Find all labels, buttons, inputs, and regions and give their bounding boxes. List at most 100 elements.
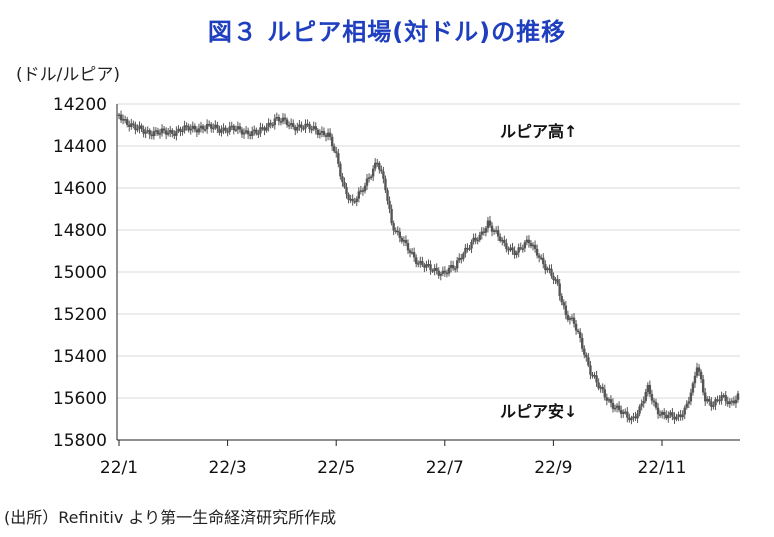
y-tick-label: 14200 [53,95,107,115]
candle-body [585,354,588,358]
candle-body [519,247,522,249]
candle-body [718,399,721,402]
candle-body [679,414,682,418]
candle-body [304,123,307,129]
candle-body [386,190,389,201]
candle-body [630,417,633,421]
candle-body [675,416,678,420]
candle-body [714,399,717,406]
candle-body [419,261,422,264]
candle-body [656,407,660,415]
candle-body [531,244,535,247]
candle-body [687,401,691,404]
candle-body [451,265,455,269]
y-tick-label: 15400 [53,347,107,367]
candle-body [269,122,272,125]
chart-title: 図３ ルピア相場(対ドル)の推移 [207,18,567,46]
candle-body [691,383,695,393]
candle-body [142,128,145,134]
candle-body [706,399,709,402]
candle-body [650,394,654,401]
candle-body [125,119,129,125]
candle-body [490,225,494,232]
candle-body [371,168,375,177]
candle-body [152,131,156,137]
candle-body [548,268,551,270]
candle-body [681,414,684,418]
candle-body [421,261,424,266]
candle-body [619,409,623,414]
candle-body [449,265,453,268]
candle-body [183,125,186,131]
candle-body [119,114,123,121]
candle-body [404,239,408,244]
candle-body [603,389,606,398]
candle-body [722,395,725,397]
candle-body [238,126,242,130]
candle-body [273,118,276,126]
candle-body [693,375,697,384]
candle-body [578,332,582,338]
candle-body [156,130,160,135]
candle-body [638,406,641,414]
candle-body [314,126,317,130]
candle-body [677,414,680,417]
candle-body [685,403,688,408]
candle-body [566,314,570,320]
candle-body [367,177,371,179]
candle-body [720,395,723,401]
candle-body [203,129,207,131]
candle-body [281,117,285,122]
candle-body [228,126,231,132]
candle-body [294,126,297,131]
candle-body [435,267,438,271]
candle-body [556,279,559,284]
candle-body [453,268,457,270]
candle-body [328,132,332,137]
candle-body [501,239,504,242]
x-tick-label: 22/1 [100,458,138,478]
x-tick-label: 22/3 [209,458,247,478]
candle-body [468,248,471,250]
candle-body [216,124,219,129]
candle-body [357,191,361,199]
candle-body [195,129,199,133]
candle-body [347,194,350,200]
candle-body [171,130,174,134]
candle-body [384,178,387,191]
candle-body [521,248,524,250]
candle-body [640,403,643,407]
candle-body [144,131,147,134]
candle-body [431,270,434,272]
candle-body [665,414,668,419]
candle-body [525,239,529,243]
candle-body [162,128,166,131]
y-tick-label: 15600 [53,389,107,409]
candle-body [343,182,346,187]
y-tick-label: 14800 [53,221,107,241]
candle-body [285,119,289,126]
candle-body [599,386,602,389]
candle-body [593,375,596,377]
candle-body [218,128,221,133]
candle-body [318,132,322,135]
candle-body [460,257,463,260]
candle-body [345,186,348,195]
candle-body [636,413,639,419]
candle-body [570,317,574,320]
candle-body [671,412,674,417]
candle-body [205,123,209,130]
x-tick-label: 22/5 [317,458,355,478]
candle-body [455,260,459,269]
candle-body [445,272,449,275]
candle-body [624,411,627,414]
candle-body [128,124,131,127]
candle-body [330,136,334,147]
candle-body [199,125,203,129]
candle-body [730,400,734,403]
candle-body [513,250,516,256]
candle-body [365,178,369,186]
y-tick-label: 15800 [53,431,107,451]
candle-body [550,268,553,276]
candle-body [398,231,402,238]
